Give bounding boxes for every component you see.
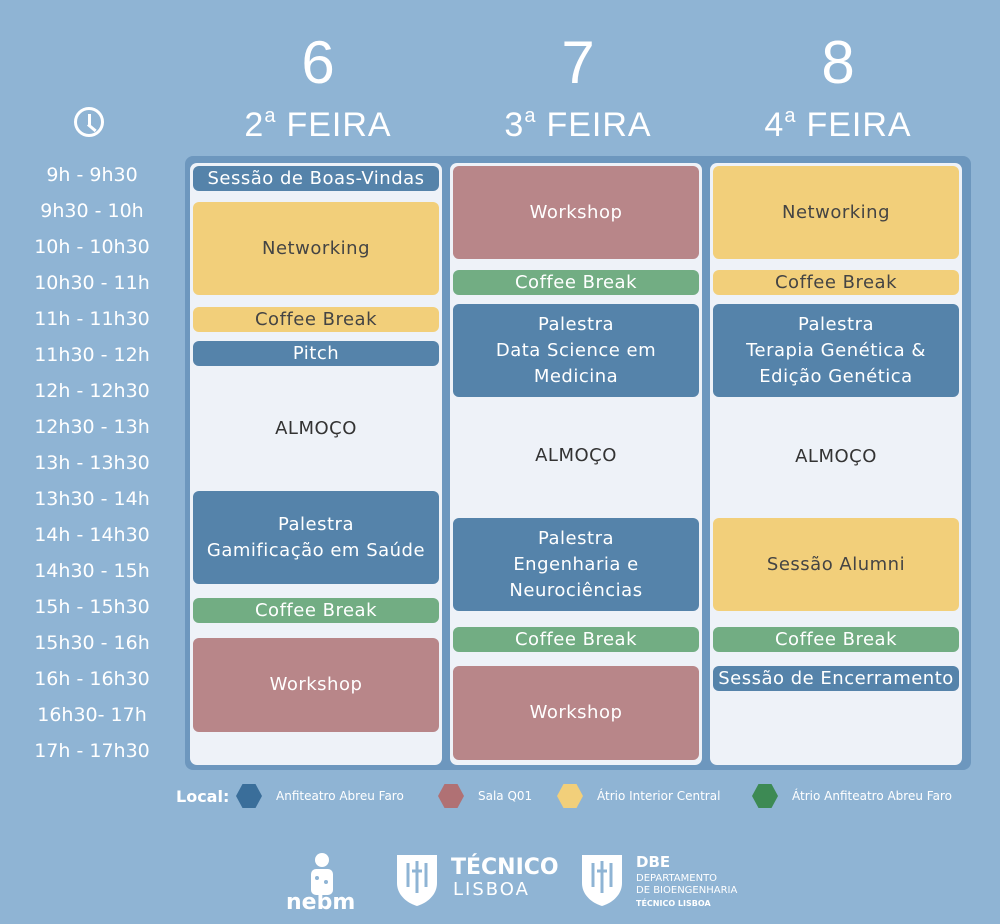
event-networking[interactable]: Networking [713, 166, 959, 259]
event-lunch: ALMOÇO [795, 446, 877, 467]
legend-label: Átrio Interior Central [597, 789, 721, 803]
event-talk-neuroscience[interactable]: Palestra Engenharia e Neurociências [453, 518, 699, 611]
legend-title: Local: [176, 787, 230, 806]
time-label: 12h - 12h30 [34, 380, 150, 402]
hexagon-icon [236, 784, 262, 808]
event-coffee-break[interactable]: Coffee Break [453, 270, 699, 295]
shield-icon [397, 855, 437, 906]
event-coffee-break[interactable]: Coffee Break [453, 627, 699, 652]
event-alumni-session[interactable]: Sessão Alumni [713, 518, 959, 611]
time-label: 16h30- 17h [37, 704, 147, 726]
legend-item: Sala Q01 [438, 784, 532, 808]
time-label: 17h - 17h30 [34, 740, 150, 762]
event-coffee-break[interactable]: Coffee Break [713, 627, 959, 652]
event-pitch[interactable]: Pitch [193, 341, 439, 366]
time-label: 10h30 - 11h [34, 272, 150, 294]
event-workshop[interactable]: Workshop [453, 666, 699, 760]
tecnico-subtitle: LISBOA [453, 879, 530, 900]
event-talk-data-science[interactable]: Palestra Data Science em Medicina [453, 304, 699, 397]
shield-icon [582, 855, 622, 906]
time-label: 14h - 14h30 [34, 524, 150, 546]
time-label: 15h30 - 16h [34, 632, 150, 654]
time-label: 13h - 13h30 [34, 452, 150, 474]
time-label: 12h30 - 13h [34, 416, 150, 438]
day-name: 3a FEIRA [504, 105, 652, 144]
day-number: 7 [561, 29, 595, 96]
day-name: 4a FEIRA [764, 105, 912, 144]
legend-label: Anfiteatro Abreu Faro [276, 789, 404, 803]
time-label: 10h - 10h30 [34, 236, 150, 258]
event-lunch: ALMOÇO [535, 444, 617, 466]
clock-icon [74, 107, 104, 137]
dbe-line1: DEPARTAMENTO [636, 873, 718, 884]
column-wednesday: Networking Coffee Break Palestra Terapia… [710, 163, 962, 765]
tecnico-logo: TÉCNICO LISBOA [395, 853, 559, 911]
time-label: 9h30 - 10h [40, 200, 144, 222]
event-talk-gene-therapy[interactable]: Palestra Terapia Genética & Edição Genét… [713, 304, 959, 397]
nebm-logo: nebm [286, 852, 360, 915]
legend-item: Átrio Anfiteatro Abreu Faro [752, 784, 952, 808]
event-coffee-break[interactable]: Coffee Break [193, 307, 439, 332]
dbe-line3: TÉCNICO LISBOA [636, 899, 711, 908]
day-header-monday: 6 2a FEIRA [188, 30, 448, 145]
time-label: 15h - 15h30 [34, 596, 150, 618]
tecnico-title: TÉCNICO [451, 855, 559, 880]
day-header-wednesday: 8 4a FEIRA [708, 30, 968, 145]
time-label: 11h30 - 12h [34, 344, 150, 366]
hexagon-icon [752, 784, 778, 808]
hexagon-icon [557, 784, 583, 808]
legend-label: Sala Q01 [478, 789, 533, 803]
event-workshop[interactable]: Workshop [193, 638, 439, 732]
dbe-logo: DBE DEPARTAMENTO DE BIOENGENHARIA TÉCNIC… [580, 853, 737, 911]
day-header-tuesday: 7 3a FEIRA [448, 30, 708, 145]
time-label: 11h - 11h30 [34, 308, 150, 330]
event-networking[interactable]: Networking [193, 202, 439, 295]
column-monday: Sessão de Boas-Vindas Networking Coffee … [190, 163, 442, 765]
legend-item: Anfiteatro Abreu Faro [236, 784, 404, 808]
event-talk-gamification[interactable]: Palestra Gamificação em Saúde [193, 491, 439, 584]
legend-item: Átrio Interior Central [557, 784, 720, 808]
time-label: 16h - 16h30 [34, 668, 150, 690]
column-tuesday: Workshop Coffee Break Palestra Data Scie… [450, 163, 702, 765]
time-label: 9h - 9h30 [46, 164, 138, 186]
hexagon-icon [438, 784, 464, 808]
legend-label: Átrio Anfiteatro Abreu Faro [792, 789, 952, 803]
dbe-title: DBE [636, 853, 671, 871]
event-lunch: ALMOÇO [275, 418, 357, 439]
event-welcome-session[interactable]: Sessão de Boas-Vindas [193, 166, 439, 191]
day-name: 2a FEIRA [244, 105, 392, 144]
nebm-figure-icon [311, 853, 333, 895]
day-number: 8 [821, 29, 855, 96]
event-coffee-break[interactable]: Coffee Break [713, 270, 959, 295]
event-closing-session[interactable]: Sessão de Encerramento [713, 666, 959, 691]
event-coffee-break[interactable]: Coffee Break [193, 598, 439, 623]
event-workshop[interactable]: Workshop [453, 166, 699, 259]
nebm-wordmark: nebm [286, 890, 356, 915]
day-number: 6 [301, 29, 335, 96]
time-label: 13h30 - 14h [34, 488, 150, 510]
dbe-line2: DE BIOENGENHARIA [636, 885, 738, 896]
time-label: 14h30 - 15h [34, 560, 150, 582]
